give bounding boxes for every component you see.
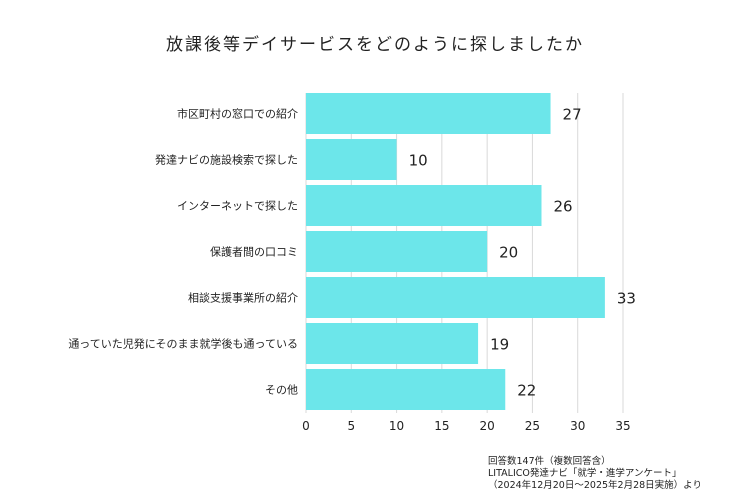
bar	[306, 369, 506, 410]
category-label: 発達ナビの施設検索で探した	[155, 153, 298, 167]
x-tick-label: 10	[389, 419, 404, 433]
bar	[306, 323, 479, 364]
category-label: 通っていた児発にそのまま就学後も通っている	[68, 337, 298, 351]
x-tick-label: 25	[525, 419, 540, 433]
data-label: 20	[499, 244, 518, 262]
x-tick-label: 0	[302, 419, 310, 433]
footnote-line-3: （2024年12月20日～2025年2月28日実施）より	[488, 480, 702, 491]
x-tick-label: 15	[434, 419, 449, 433]
value-labels: 27 10 26 20 33 19 22	[409, 106, 636, 400]
x-tick-label: 20	[480, 419, 495, 433]
bar	[306, 231, 488, 272]
x-tick-label: 35	[615, 419, 630, 433]
source-footnote: 回答数147件（複数回答含） LITALICO発達ナビ「就学・進学アンケート」 …	[488, 456, 702, 492]
category-label: 市区町村の窓口での紹介	[177, 107, 298, 121]
bar	[306, 185, 542, 226]
footnote-line-2: LITALICO発達ナビ「就学・進学アンケート」	[488, 468, 682, 479]
bar	[306, 139, 397, 180]
footnote-line-1: 回答数147件（複数回答含）	[488, 456, 611, 467]
data-label: 33	[617, 290, 636, 308]
x-axis-tick-labels: 0 5 10 15 20 25 30 35	[302, 419, 630, 433]
category-label: インターネットで探した	[177, 200, 298, 213]
category-label: 相談支援事業所の紹介	[188, 291, 298, 305]
bar	[306, 93, 551, 134]
data-label: 19	[490, 336, 509, 354]
chart-title: 放課後等デイサービスをどのように探しましたか	[166, 35, 584, 55]
bars	[306, 93, 605, 410]
bar	[306, 277, 605, 318]
data-label: 22	[517, 382, 536, 400]
category-labels: 市区町村の窓口での紹介発達ナビの施設検索で探したインターネットで探した保護者間の…	[68, 107, 298, 397]
x-tick-label: 30	[570, 419, 585, 433]
data-label: 10	[409, 152, 428, 170]
category-label: 保護者間の口コミ	[210, 245, 298, 259]
x-tick-label: 5	[347, 419, 355, 433]
data-label: 26	[553, 198, 572, 216]
category-label: その他	[265, 384, 298, 397]
data-label: 27	[563, 106, 582, 124]
